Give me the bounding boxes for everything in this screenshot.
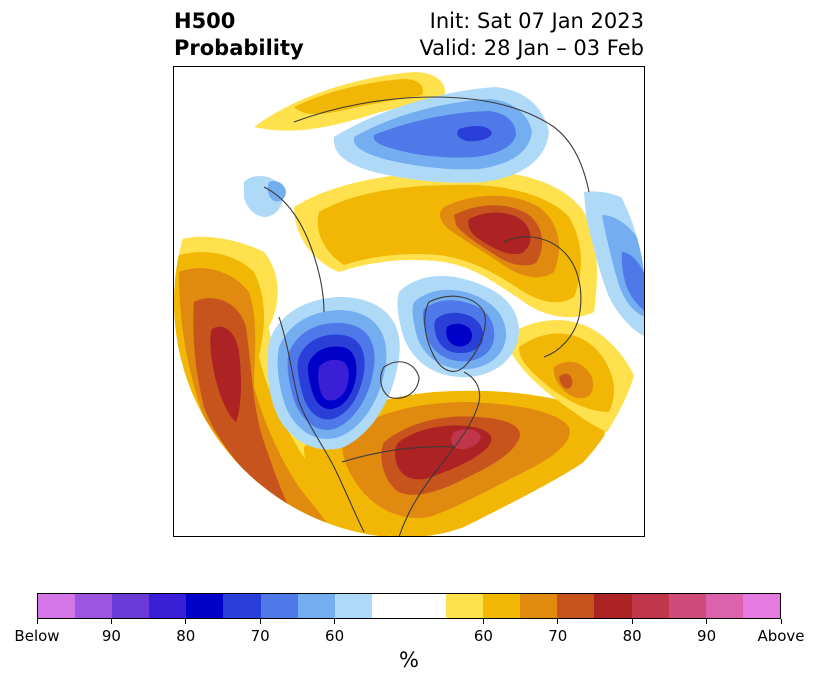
colorbar-segment — [334, 594, 372, 618]
colorbar-segment — [223, 594, 261, 618]
asia-north-anomaly-gold — [294, 79, 424, 114]
east-us-anomaly-rose — [451, 429, 481, 450]
colorbar-tick-label: 80 — [176, 627, 196, 645]
colorbar-segment — [408, 594, 447, 618]
colorbar-segment — [594, 594, 632, 618]
colorbar-segment — [186, 594, 224, 618]
colorbar-tick-label: 60 — [325, 627, 345, 645]
ne-pacific-anomaly-mid — [267, 181, 286, 202]
colorbar-segment — [38, 594, 76, 618]
na-coast-west — [278, 316, 365, 533]
atlantic-anomaly-rust — [559, 373, 573, 389]
colorbar-tick-label: 60 — [473, 627, 493, 645]
colorbar-unit-label: % — [399, 648, 419, 672]
far-east-anomaly-blue — [621, 252, 644, 312]
europe-coast — [503, 236, 582, 358]
colorbar-segment — [112, 594, 150, 618]
asia-coast-north — [293, 96, 590, 193]
greenland-coast — [424, 295, 486, 372]
na-coast-east — [398, 371, 481, 536]
colorbar-segment — [483, 594, 521, 618]
map-canvas — [174, 67, 644, 536]
colorbar-tick-label: Below — [14, 627, 60, 645]
colorbar-segment — [371, 594, 409, 618]
title-variable: H500 — [174, 9, 236, 33]
siberia-anomaly-deep — [457, 125, 492, 142]
colorbar-segment — [742, 594, 780, 618]
valid-range: Valid: 28 Jan – 03 Feb — [419, 36, 644, 60]
probability-map — [173, 66, 645, 537]
west-na-anomaly-violet — [318, 359, 349, 401]
colorbar-tick — [780, 619, 782, 624]
colorbar-tick-label: 90 — [101, 627, 121, 645]
colorbar-segment — [149, 594, 187, 618]
colorbar-tick — [334, 619, 336, 624]
init-date: Init: Sat 07 Jan 2023 — [429, 9, 644, 33]
colorbar-tick-label: 70 — [548, 627, 568, 645]
colorbar-tick-label: 70 — [250, 627, 270, 645]
coastlines — [263, 96, 590, 536]
colorbar-tick-label: Above — [757, 627, 805, 645]
asia-coast-east — [263, 186, 325, 313]
colorbar-tick — [631, 619, 633, 624]
title-left: H500 Probability — [174, 8, 304, 62]
colorbar-segment — [75, 594, 113, 618]
pacific-anomaly-red — [210, 326, 241, 422]
eurasia-anomaly-red — [468, 212, 531, 255]
south-atlantic-anomaly-blue — [574, 472, 644, 536]
colorbar-tick — [557, 619, 559, 624]
colorbar-segment — [631, 594, 669, 618]
colorbar — [37, 593, 781, 619]
colorbar-segment — [557, 594, 595, 618]
colorbar-tick — [110, 619, 112, 624]
colorbar-segment — [297, 594, 335, 618]
colorbar-tick — [36, 619, 38, 624]
hudson-bay — [380, 361, 420, 399]
siberia-anomaly-blue — [373, 111, 516, 158]
colorbar-segment — [668, 594, 706, 618]
colorbar-tick — [706, 619, 708, 624]
atlantic-anomaly-orange — [553, 361, 594, 399]
colorbar-segment — [520, 594, 558, 618]
colorbar-segment — [705, 594, 743, 618]
title-right: Init: Sat 07 Jan 2023 Valid: 28 Jan – 03… — [419, 8, 644, 62]
colorbar-segment — [260, 594, 298, 618]
colorbar-tick-label: 90 — [697, 627, 717, 645]
colorbar-tick — [185, 619, 187, 624]
colorbar-tick — [482, 619, 484, 624]
us-canada-border — [341, 446, 455, 463]
arctic-anomaly-navy — [446, 323, 472, 347]
colorbar-segment — [446, 594, 484, 618]
colorbar-tick — [259, 619, 261, 624]
colorbar-tick-label: 80 — [622, 627, 642, 645]
title-type: Probability — [174, 36, 304, 60]
